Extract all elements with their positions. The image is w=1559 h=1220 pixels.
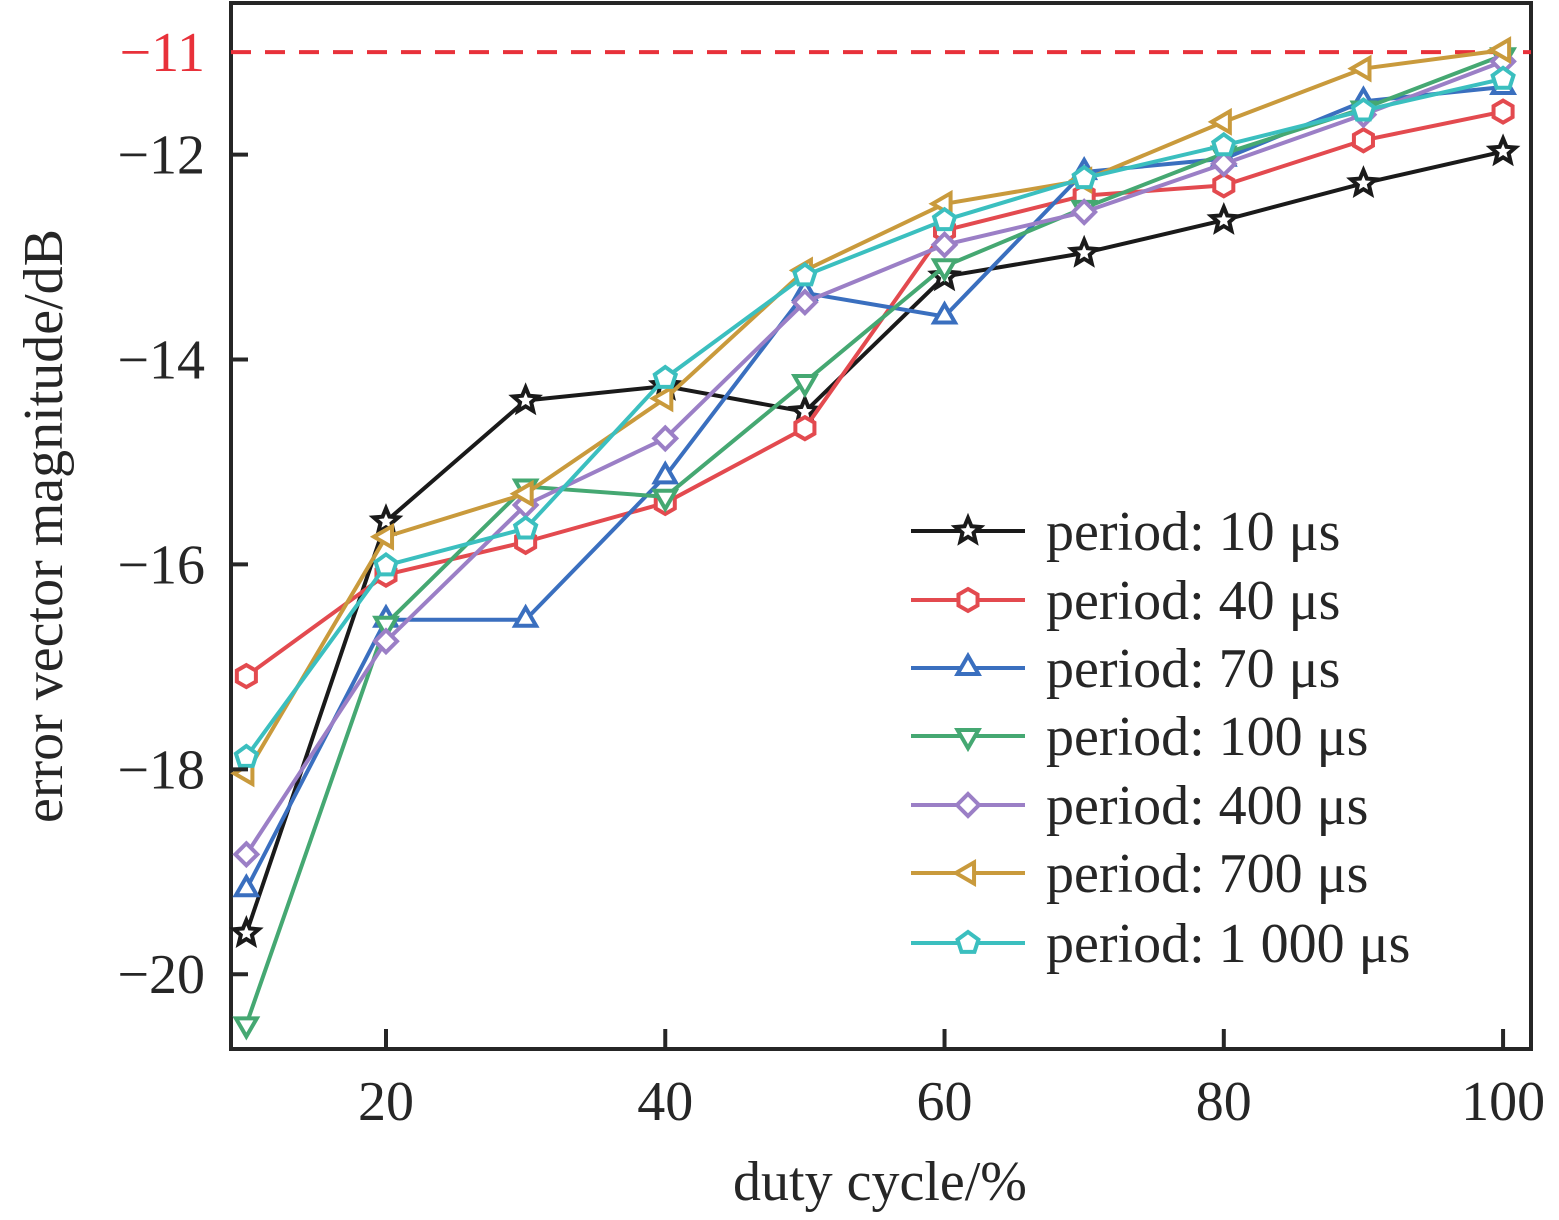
data-point	[1212, 172, 1236, 199]
data-point	[1207, 107, 1232, 136]
legend-marker	[955, 929, 981, 954]
data-point	[1071, 164, 1097, 190]
data-point	[791, 288, 819, 316]
legend-marker	[951, 859, 977, 887]
data-point	[234, 662, 258, 690]
data-point	[229, 915, 264, 948]
y-axis-label: error vector magnitude/dB	[13, 229, 75, 823]
data-point	[511, 603, 540, 628]
data-point	[1485, 133, 1521, 167]
data-point	[512, 515, 539, 540]
data-point	[649, 384, 674, 413]
data-point	[930, 230, 959, 259]
y-tick-label: −14	[117, 330, 205, 392]
legend-item: period: 10 μs	[911, 501, 1340, 563]
series-line	[245, 109, 1504, 678]
series-line	[244, 53, 1504, 1026]
series-line	[244, 149, 1504, 934]
legend-label: period: 40 μs	[1046, 570, 1340, 632]
data-point	[1491, 98, 1515, 125]
series-layer	[229, 36, 1521, 1041]
data-point	[931, 206, 958, 232]
data-point	[1486, 36, 1512, 65]
x-tick-label: 100	[1461, 1071, 1545, 1133]
legend-marker	[954, 727, 982, 753]
data-point	[373, 551, 399, 577]
plot-border	[229, 1, 1533, 1051]
legend-item: period: 100 μs	[911, 706, 1368, 768]
data-point	[930, 258, 959, 283]
y-tick-label: −18	[117, 739, 205, 801]
legend-item: period: 1 000 μs	[911, 913, 1410, 975]
data-point	[1347, 54, 1372, 83]
legend-marker	[954, 791, 982, 819]
data-point	[233, 743, 260, 768]
x-tick-label: 40	[637, 1071, 693, 1133]
x-tick-label: 60	[917, 1071, 973, 1133]
series-6	[233, 65, 1516, 768]
data-point	[1206, 201, 1242, 235]
series-line	[244, 76, 1504, 759]
data-point	[1346, 165, 1381, 199]
legend-label: period: 1 000 μs	[1046, 913, 1410, 975]
threshold-tick-label: −11	[119, 22, 205, 84]
data-point	[1209, 150, 1238, 178]
y-tick-label: −12	[117, 125, 205, 187]
data-point	[651, 460, 680, 485]
data-point	[369, 522, 395, 551]
data-point	[1350, 97, 1377, 122]
legend-item: period: 40 μs	[911, 570, 1340, 632]
legend-label: period: 100 μs	[1046, 706, 1368, 768]
data-point	[1490, 65, 1516, 90]
series-line	[244, 59, 1504, 856]
y-tick-label: −16	[117, 534, 205, 596]
legend-label: period: 700 μs	[1046, 843, 1368, 905]
data-point	[1070, 198, 1098, 226]
legend-label: period: 70 μs	[1046, 638, 1340, 700]
data-point	[1066, 234, 1102, 268]
x-tick-label: 80	[1196, 1071, 1252, 1133]
data-point	[1210, 131, 1237, 157]
legend-item: period: 400 μs	[911, 775, 1368, 837]
x-axis-label: duty cycle/%	[733, 1151, 1027, 1213]
data-point	[232, 1016, 261, 1041]
series-line	[244, 48, 1504, 775]
data-point	[790, 374, 819, 399]
data-point	[651, 488, 680, 513]
data-point	[793, 414, 817, 442]
y-tick-label: −20	[117, 944, 205, 1006]
axes-layer: 20 40 60 80 100 −12 −14 −16 −18 −20 −11	[117, 22, 1545, 1133]
legend-item: period: 700 μs	[911, 843, 1368, 905]
data-point	[372, 627, 400, 656]
legend-item: period: 70 μs	[911, 638, 1340, 700]
data-point	[930, 300, 959, 325]
series-line	[244, 85, 1504, 891]
plot-frame	[229, 1, 1533, 1051]
data-point	[232, 873, 261, 898]
data-point	[232, 840, 261, 869]
legend-marker	[954, 651, 982, 677]
legend-marker	[956, 586, 980, 614]
data-point	[651, 424, 680, 453]
data-point	[792, 262, 818, 287]
x-tick-label: 20	[358, 1071, 414, 1133]
data-point	[509, 479, 534, 508]
data-point	[1351, 126, 1375, 154]
legend-label: period: 10 μs	[1046, 501, 1340, 563]
data-point	[508, 382, 543, 416]
legend-label: period: 400 μs	[1046, 775, 1368, 837]
data-point	[372, 615, 400, 640]
legend-marker	[950, 512, 986, 546]
data-point	[652, 364, 679, 389]
series-5	[230, 36, 1512, 788]
